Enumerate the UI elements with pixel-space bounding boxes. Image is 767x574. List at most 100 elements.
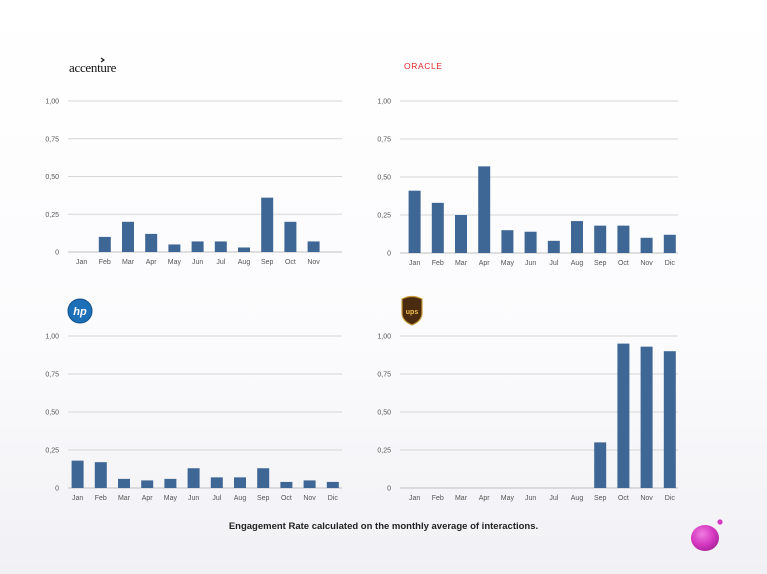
x-tick-label: Mar: [455, 495, 468, 502]
x-tick-label: Feb: [99, 259, 111, 266]
bar-hp-jul: [210, 477, 223, 488]
bar-accenture-may: [168, 244, 181, 252]
x-tick-label: Jun: [188, 495, 199, 502]
x-tick-label: Jun: [192, 259, 203, 266]
x-tick-label: Jul: [549, 260, 558, 267]
bar-hp-apr: [141, 480, 154, 488]
x-tick-label: May: [164, 495, 178, 502]
accenture-logo-mark: [100, 57, 105, 63]
accenture-logo: accenture: [69, 57, 117, 75]
x-tick-label: Apr: [142, 495, 154, 502]
y-tick-label: 0: [387, 251, 391, 258]
hp-logo-circle: [68, 299, 92, 323]
x-tick-label: Jun: [525, 260, 536, 267]
bar-hp-feb: [94, 462, 107, 488]
y-tick-label: 0,25: [45, 212, 59, 219]
y-tick-label: 0,50: [377, 410, 391, 417]
x-tick-label: May: [501, 495, 515, 502]
x-tick-label: Oct: [618, 495, 629, 502]
ups-logo-text: ups: [406, 309, 419, 316]
bar-oracle-apr: [478, 166, 491, 253]
x-tick-label: May: [168, 259, 182, 266]
bar-accenture-jun: [191, 241, 204, 252]
bar-hp-may: [164, 478, 177, 488]
y-tick-label: 0: [55, 486, 59, 493]
x-tick-label: Mar: [118, 495, 131, 502]
bar-hp-sep: [257, 468, 270, 488]
x-tick-label: Apr: [479, 495, 491, 502]
x-tick-label: Mar: [122, 259, 135, 266]
y-tick-label: 1,00: [377, 334, 391, 341]
x-tick-label: Sep: [594, 495, 607, 502]
x-tick-label: Feb: [95, 495, 107, 502]
x-tick-label: Dic: [665, 495, 676, 502]
x-tick-label: Nov: [307, 259, 320, 266]
bar-hp-nov: [303, 480, 316, 488]
y-tick-label: 0,50: [45, 410, 59, 417]
ups-logo-shield: [401, 295, 423, 326]
x-tick-label: Jul: [549, 495, 558, 502]
y-tick-label: 0: [55, 250, 59, 257]
x-tick-label: Aug: [571, 260, 584, 267]
x-tick-label: Jan: [72, 495, 83, 502]
bar-ups-sep: [594, 442, 607, 488]
bar-ups-oct: [617, 343, 630, 488]
y-tick-label: 0,75: [45, 136, 59, 143]
bar-oracle-sep: [594, 225, 607, 253]
x-tick-label: Sep: [261, 259, 274, 266]
bar-accenture-oct: [284, 221, 297, 252]
x-tick-label: Apr: [479, 260, 491, 267]
x-tick-label: Nov: [640, 495, 653, 502]
bar-oracle-oct: [617, 225, 630, 253]
x-tick-label: May: [501, 260, 515, 267]
y-tick-label: 0,25: [377, 213, 391, 220]
chart-hp: 0 0,25 0,50 0,75 1,00 Jan Feb Mar Apr May Jun Jul Au…: [45, 334, 342, 502]
x-tick-label: Aug: [234, 495, 247, 502]
bar-hp-jun: [187, 468, 200, 488]
chart-caption: Engagement Rate calculated on the monthl…: [228, 521, 539, 532]
bar-oracle-feb: [431, 202, 444, 253]
bar-oracle-dic: [663, 234, 676, 253]
brand-blob-icon: [691, 519, 723, 551]
x-tick-label: Oct: [618, 260, 629, 267]
bar-accenture-feb: [98, 236, 111, 252]
y-tick-label: 1,00: [377, 99, 391, 106]
chart-accenture: 0 0,25 0,50 0,75 1,00 Jan Feb Mar Apr May Jun Jul Au…: [45, 99, 342, 266]
y-tick-label: 0,50: [45, 174, 59, 181]
y-tick-label: 1,00: [45, 334, 59, 341]
bar-oracle-aug: [571, 221, 583, 253]
hp-logo-text: hp: [73, 306, 87, 318]
bar-accenture-aug: [238, 247, 250, 252]
bar-oracle-jul: [547, 240, 560, 253]
y-tick-label: 0,75: [377, 372, 391, 379]
chart-oracle: 0 0,25 0,50 0,75 1,00 Jan Feb Mar Apr May Jun Jul Au…: [377, 99, 678, 267]
bar-hp-jan: [71, 460, 84, 488]
x-tick-label: Nov: [640, 260, 653, 267]
x-tick-label: Sep: [594, 260, 607, 267]
bar-hp-mar: [118, 478, 130, 488]
bar-accenture-jul: [214, 241, 227, 252]
y-tick-label: 0,75: [45, 372, 59, 379]
bar-ups-nov: [640, 346, 653, 488]
hp-logo: hp: [67, 298, 93, 324]
x-tick-label: Oct: [281, 495, 292, 502]
bar-hp-dic: [326, 481, 339, 488]
x-tick-label: Jan: [409, 495, 420, 502]
x-tick-label: Nov: [303, 495, 316, 502]
y-tick-label: 1,00: [45, 99, 59, 106]
x-tick-label: Feb: [432, 495, 444, 502]
bar-hp-oct: [280, 481, 293, 488]
x-tick-label: Jul: [212, 495, 221, 502]
bar-hp-aug: [234, 477, 246, 488]
x-tick-label: Mar: [455, 260, 468, 267]
x-tick-label: Jan: [409, 260, 420, 267]
hp-logo-ring: [67, 298, 93, 324]
x-tick-label: Dic: [665, 260, 676, 267]
x-tick-label: Oct: [285, 259, 296, 266]
bar-oracle-may: [501, 230, 514, 253]
x-tick-label: Aug: [571, 495, 584, 502]
x-tick-label: Apr: [146, 259, 158, 266]
oracle-logo-text: ORACLE: [404, 61, 443, 71]
chart-ups: 0 0,25 0,50 0,75 1,00 Jan Feb Mar Apr May Jun Jul Au…: [377, 334, 678, 502]
x-tick-label: Feb: [432, 260, 444, 267]
